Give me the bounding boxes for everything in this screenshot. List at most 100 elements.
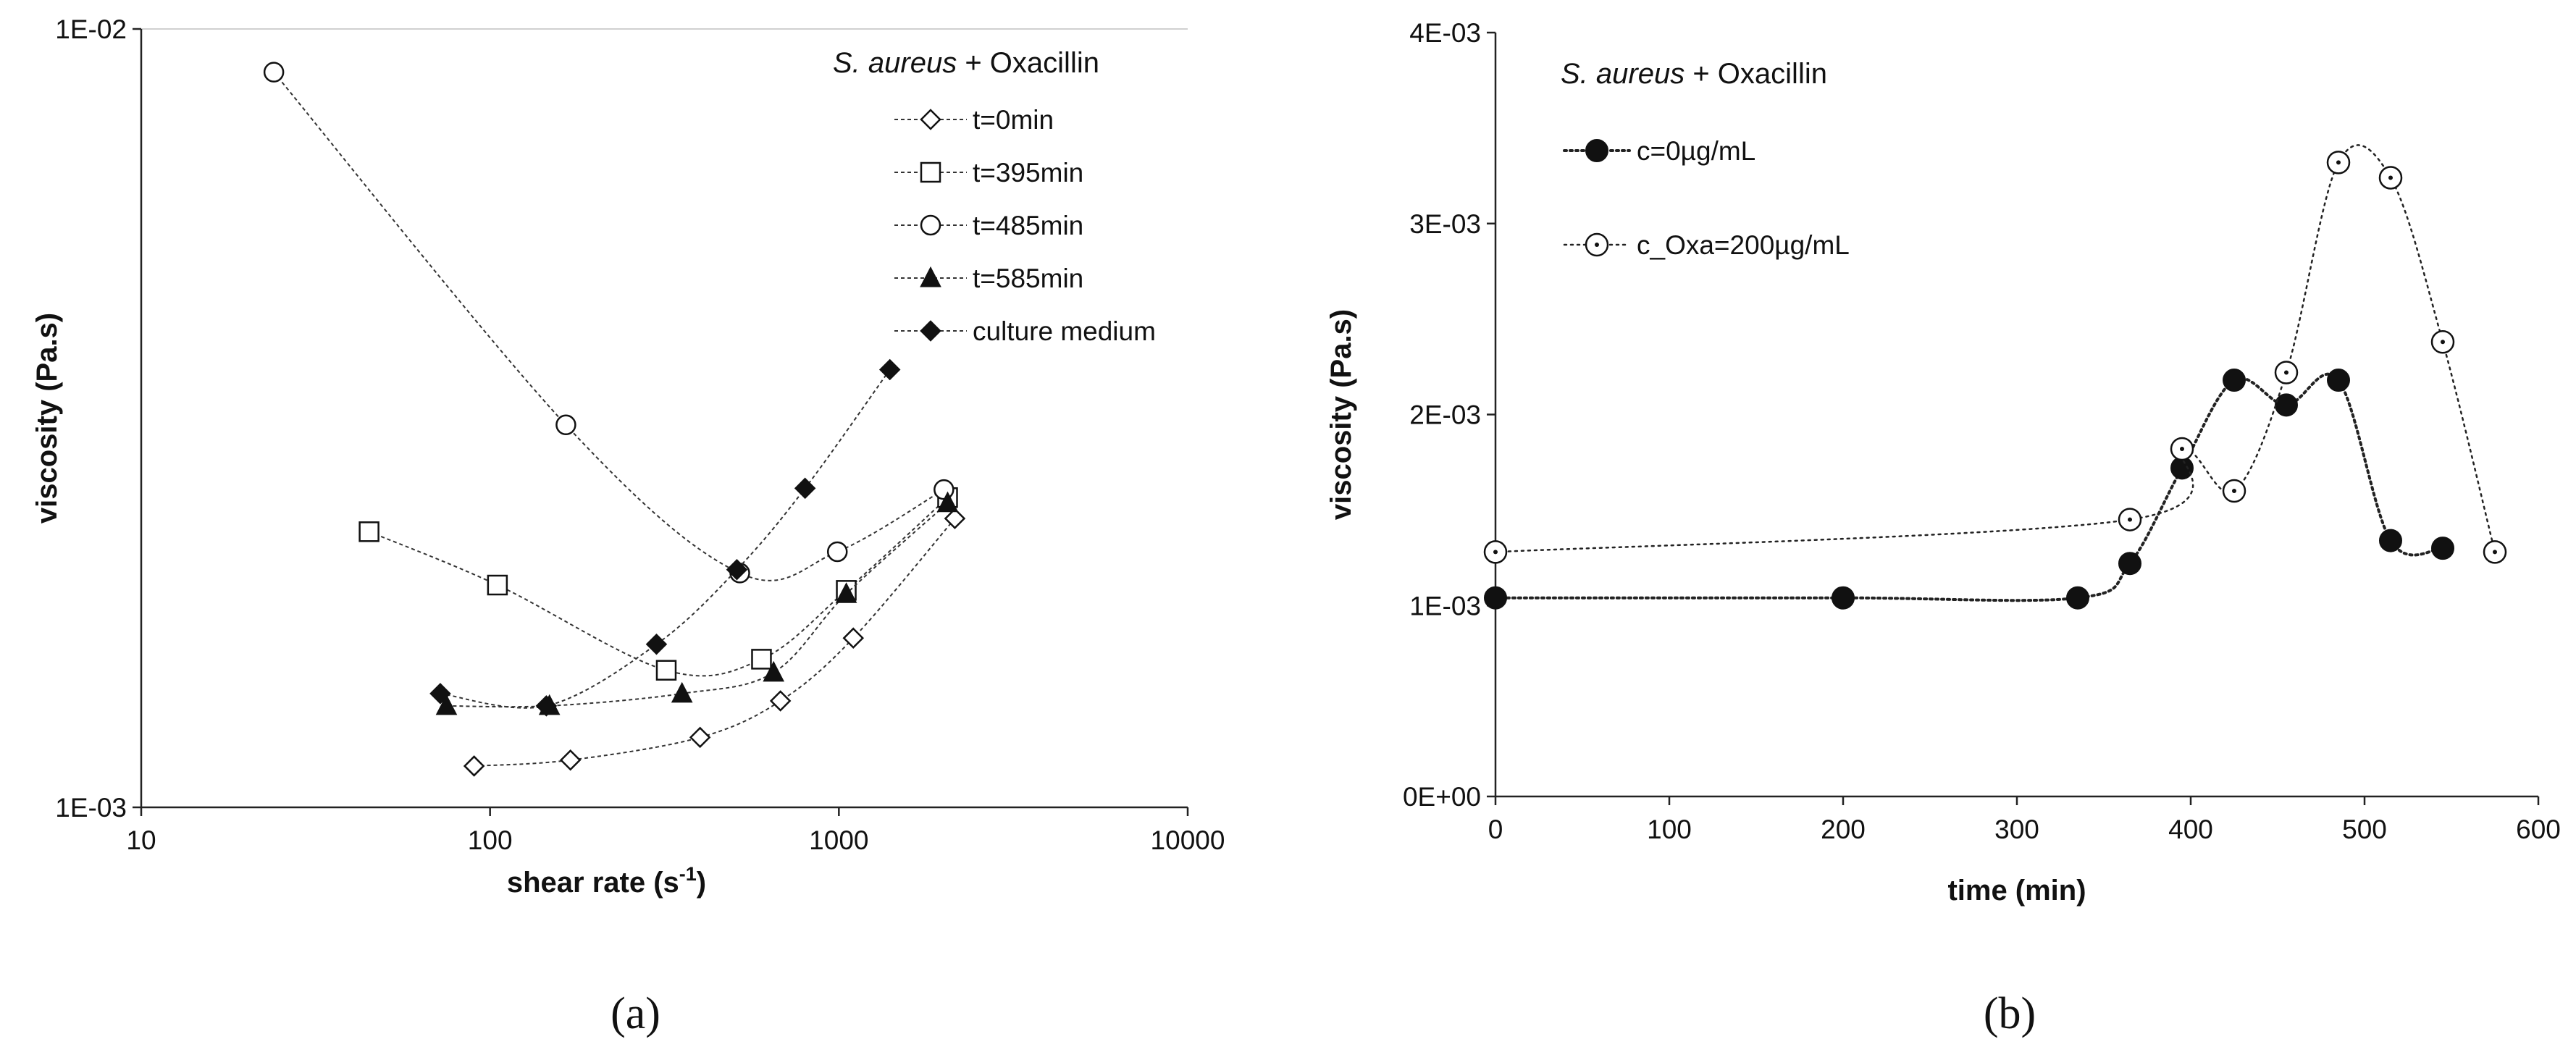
- y-tick-label: 4E-03: [1409, 18, 1481, 48]
- legend-label: t=485min: [973, 211, 1083, 240]
- data-point: [435, 694, 458, 715]
- marker-dot: [1595, 243, 1599, 247]
- data-point: [535, 695, 558, 717]
- data-point: [842, 627, 865, 649]
- legend-marker: [920, 109, 941, 130]
- data-point: [358, 521, 379, 542]
- legend-label: t=0min: [973, 105, 1054, 135]
- data-point: [751, 649, 772, 670]
- data-point: [878, 358, 901, 381]
- marker-dot: [2441, 340, 2445, 345]
- series-0: [463, 508, 966, 777]
- data-point: [835, 582, 857, 603]
- series-1: [1483, 144, 2507, 564]
- data-point: [555, 414, 576, 436]
- legend-entry: t=0min: [894, 105, 1054, 135]
- legend-entry: c_Oxa=200µg/mL: [1563, 230, 1850, 260]
- legend-label: t=395min: [973, 158, 1083, 188]
- x-axis-label-main: shear rate (s: [507, 867, 679, 899]
- x-axis-label-superscript: -1: [679, 863, 697, 885]
- data-point: [2275, 393, 2298, 417]
- data-point: [645, 634, 668, 655]
- data-point: [1484, 586, 1507, 610]
- chart-b: 0 100 200 300 400 500 600 0E+00 1E-03 2E-03 3E-03 4…: [1325, 18, 2561, 1038]
- data-point: [2483, 540, 2507, 564]
- series-line: [474, 518, 956, 767]
- series-line: [1494, 372, 2444, 602]
- data-point: [726, 558, 748, 581]
- legend-marker: [920, 266, 941, 287]
- x-tick-label: 100: [1647, 815, 1692, 844]
- data-point: [559, 749, 582, 771]
- legend-label: culture medium: [973, 316, 1156, 346]
- x-tick-label: 300: [1994, 815, 2039, 844]
- marker-dot: [2284, 370, 2288, 375]
- series-2: [263, 62, 955, 584]
- chart-title-treatment: + Oxacillin: [1685, 58, 1827, 90]
- legend-entry: t=585min: [894, 264, 1083, 293]
- y-tick-label: 2E-03: [1409, 400, 1481, 430]
- y-tick-label: 0E+00: [1403, 782, 1481, 812]
- data-point: [2222, 479, 2246, 503]
- y-tick-label: 1E-03: [55, 793, 127, 823]
- data-point: [2274, 361, 2299, 384]
- x-tick-label: 10: [126, 825, 156, 855]
- series-line: [369, 497, 949, 677]
- data-point: [794, 477, 816, 500]
- data-point: [2066, 586, 2089, 610]
- chart-title-species: S. aureus: [1561, 58, 1685, 90]
- legend-marker: [1585, 139, 1608, 162]
- x-tick-label: 0: [1488, 815, 1503, 844]
- x-tick-label: 1000: [809, 825, 868, 855]
- marker-dot: [2388, 175, 2393, 180]
- y-tick-label: 3E-03: [1409, 209, 1481, 239]
- data-point: [1832, 586, 1855, 610]
- data-point: [763, 660, 785, 682]
- legend-label: t=585min: [973, 264, 1083, 293]
- data-point: [689, 726, 711, 749]
- data-point: [2327, 369, 2350, 392]
- data-point: [936, 491, 959, 513]
- data-point: [2379, 529, 2402, 552]
- legend-entry: culture medium: [894, 316, 1156, 346]
- legend-entry: t=485min: [894, 211, 1083, 240]
- data-point: [671, 681, 693, 703]
- legend-marker: [920, 161, 941, 183]
- data-point: [655, 660, 677, 681]
- legend-label: c_Oxa=200µg/mL: [1637, 230, 1850, 260]
- marker-dot: [2180, 446, 2184, 451]
- x-tick-label: 500: [2342, 815, 2387, 844]
- data-point: [944, 508, 966, 529]
- y-axis-label: viscosity (Pa.s): [1325, 309, 1357, 520]
- chart-a: 10 100 1000 10000 1E-03 1E-02 viscosity (Pa.s)…: [31, 14, 1225, 1038]
- data-point: [769, 690, 792, 712]
- series-line: [1494, 144, 2496, 553]
- data-point: [429, 683, 451, 705]
- legend-marker: [1585, 232, 1609, 257]
- x-tick-label: 200: [1821, 815, 1866, 844]
- data-point: [2118, 508, 2142, 531]
- data-point: [826, 541, 848, 563]
- series-4: [429, 358, 901, 717]
- marker-dot: [2493, 550, 2497, 555]
- legend-entry: t=395min: [894, 158, 1083, 188]
- data-point: [2118, 552, 2141, 576]
- chart-title-treatment: + Oxacillin: [957, 47, 1099, 79]
- chart-title: S. aureus + Oxacillin: [833, 47, 1099, 79]
- legend-entry: c=0µg/mL: [1563, 136, 1755, 166]
- series-3: [435, 491, 959, 715]
- marker-dot: [2336, 160, 2341, 165]
- data-point: [487, 574, 508, 596]
- x-axis-label: time (min): [1947, 875, 2086, 907]
- data-point: [2223, 369, 2246, 392]
- data-point: [2431, 537, 2454, 560]
- y-tick-label: 1E-02: [55, 14, 127, 44]
- data-point: [2430, 330, 2455, 354]
- data-point: [463, 755, 485, 777]
- data-point: [1483, 540, 1508, 564]
- marker-dot: [2232, 489, 2236, 493]
- series-line: [273, 72, 944, 581]
- series-line: [440, 369, 891, 709]
- chart-title-species: S. aureus: [833, 47, 957, 79]
